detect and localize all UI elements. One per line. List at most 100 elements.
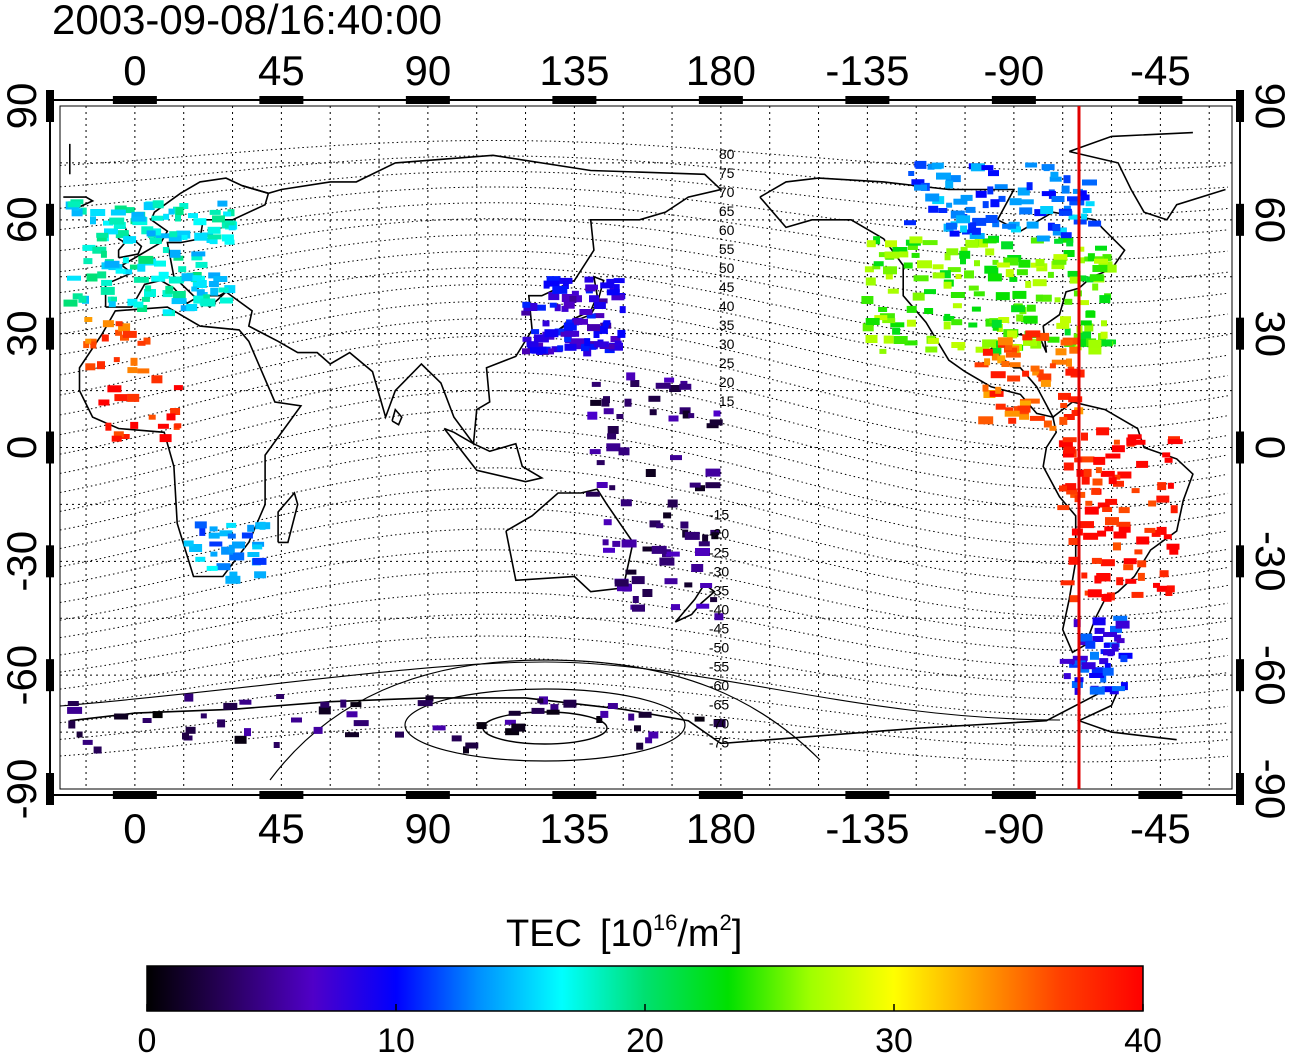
tec-cell <box>273 742 280 748</box>
magnetic-contour <box>59 724 1229 763</box>
tec-cell <box>1078 633 1093 642</box>
tec-cell <box>960 257 966 265</box>
tec-cell <box>597 298 608 304</box>
tec-cell <box>90 209 106 216</box>
tec-cell <box>1101 686 1116 693</box>
tec-cell <box>1083 532 1099 540</box>
tec-cell <box>188 213 198 219</box>
tec-cell <box>195 556 206 562</box>
tec-cell <box>1032 369 1040 376</box>
tec-cell <box>108 301 116 308</box>
tec-cell <box>1102 507 1113 512</box>
tec-cell <box>583 348 592 357</box>
tec-cell <box>612 540 621 547</box>
tec-cell <box>873 236 881 245</box>
tec-cell <box>234 735 247 744</box>
tec-cell <box>906 305 917 313</box>
tec-cell <box>131 211 145 218</box>
left-lat-tick-label: -90 <box>0 759 45 820</box>
tec-cell <box>196 289 205 298</box>
tec-cell <box>1144 527 1156 533</box>
indonesia-coast <box>443 427 544 483</box>
tec-cell <box>1081 572 1088 579</box>
tec-cell <box>1085 310 1096 318</box>
tec-cell <box>632 596 639 603</box>
tec-cell <box>158 271 169 279</box>
tec-cell <box>451 735 462 742</box>
tec-cell <box>244 728 251 737</box>
tec-cell <box>667 499 678 508</box>
tec-cell <box>521 310 531 316</box>
magnetic-contour <box>59 335 1229 431</box>
tec-cell <box>162 247 169 253</box>
colorbar-title: TEC [1016/m2] <box>506 910 742 955</box>
tec-cell <box>184 693 194 702</box>
tec-cell <box>239 699 252 705</box>
contour-label: 50 <box>719 260 735 276</box>
tec-cell <box>226 522 237 528</box>
tec-cell <box>1005 269 1014 278</box>
tec-cell <box>943 281 952 289</box>
tec-cell <box>885 240 897 248</box>
tec-cell <box>959 250 971 259</box>
tec-cell <box>971 227 981 235</box>
tec-cell <box>549 302 557 308</box>
tec-cell <box>1089 274 1104 282</box>
tec-cell <box>955 274 962 279</box>
tec-cell <box>688 413 695 419</box>
tec-cell <box>944 313 951 321</box>
tec-cell <box>950 292 965 298</box>
tec-cell <box>1087 253 1095 262</box>
tec-cell <box>1170 505 1178 514</box>
magnetic-contour <box>59 635 1229 700</box>
tec-cell <box>1080 300 1089 306</box>
tec-cell <box>141 296 150 302</box>
tec-cell <box>611 294 625 301</box>
tec-cell <box>649 520 661 528</box>
tec-cell <box>1134 549 1143 555</box>
tec-cell <box>866 240 876 248</box>
tec-cell <box>1018 199 1034 205</box>
tec-cell <box>603 519 612 526</box>
tec-cell <box>865 335 878 343</box>
tec-cell <box>631 576 645 585</box>
tec-cell <box>72 293 83 300</box>
top-lon-tick-label: -90 <box>984 47 1045 94</box>
tec-cell <box>185 726 196 734</box>
tec-cell <box>1092 283 1099 291</box>
tec-cell <box>1163 534 1172 540</box>
tec-cell <box>175 213 181 222</box>
tec-cell <box>593 302 606 309</box>
tec-cell <box>119 434 130 439</box>
tec-cell <box>951 319 963 326</box>
tec-cell <box>533 334 549 343</box>
colorbar-tick-label: 0 <box>138 1022 157 1057</box>
tec-cell <box>1126 437 1137 446</box>
tec-cell <box>915 160 927 169</box>
tec-cell <box>537 698 544 704</box>
tec-cell <box>994 184 1008 190</box>
tec-cell <box>632 604 645 612</box>
tec-cell <box>1093 456 1106 465</box>
tec-cell <box>1059 416 1068 425</box>
tec-cell <box>949 230 960 237</box>
bottom-lon-tick-label: 0 <box>123 805 146 852</box>
contour-label: -15 <box>709 507 729 523</box>
tec-cell <box>1063 175 1071 184</box>
tec-cell <box>968 285 979 291</box>
tec-cell <box>1001 241 1014 250</box>
contour-label: -65 <box>709 696 729 712</box>
tec-cell <box>705 468 721 477</box>
tec-cell <box>1035 259 1045 266</box>
tec-cell <box>1060 339 1073 346</box>
tec-cell <box>950 210 965 219</box>
tec-cell <box>1019 400 1031 406</box>
tec-cell <box>78 295 87 303</box>
left-lat-tick-label: 60 <box>0 196 45 243</box>
tec-cell <box>1098 261 1113 267</box>
tec-cell <box>995 386 1002 394</box>
tec-cell <box>1081 662 1096 670</box>
tec-cell <box>202 294 210 302</box>
tec-cell <box>664 377 675 383</box>
tec-cell <box>1104 526 1114 532</box>
